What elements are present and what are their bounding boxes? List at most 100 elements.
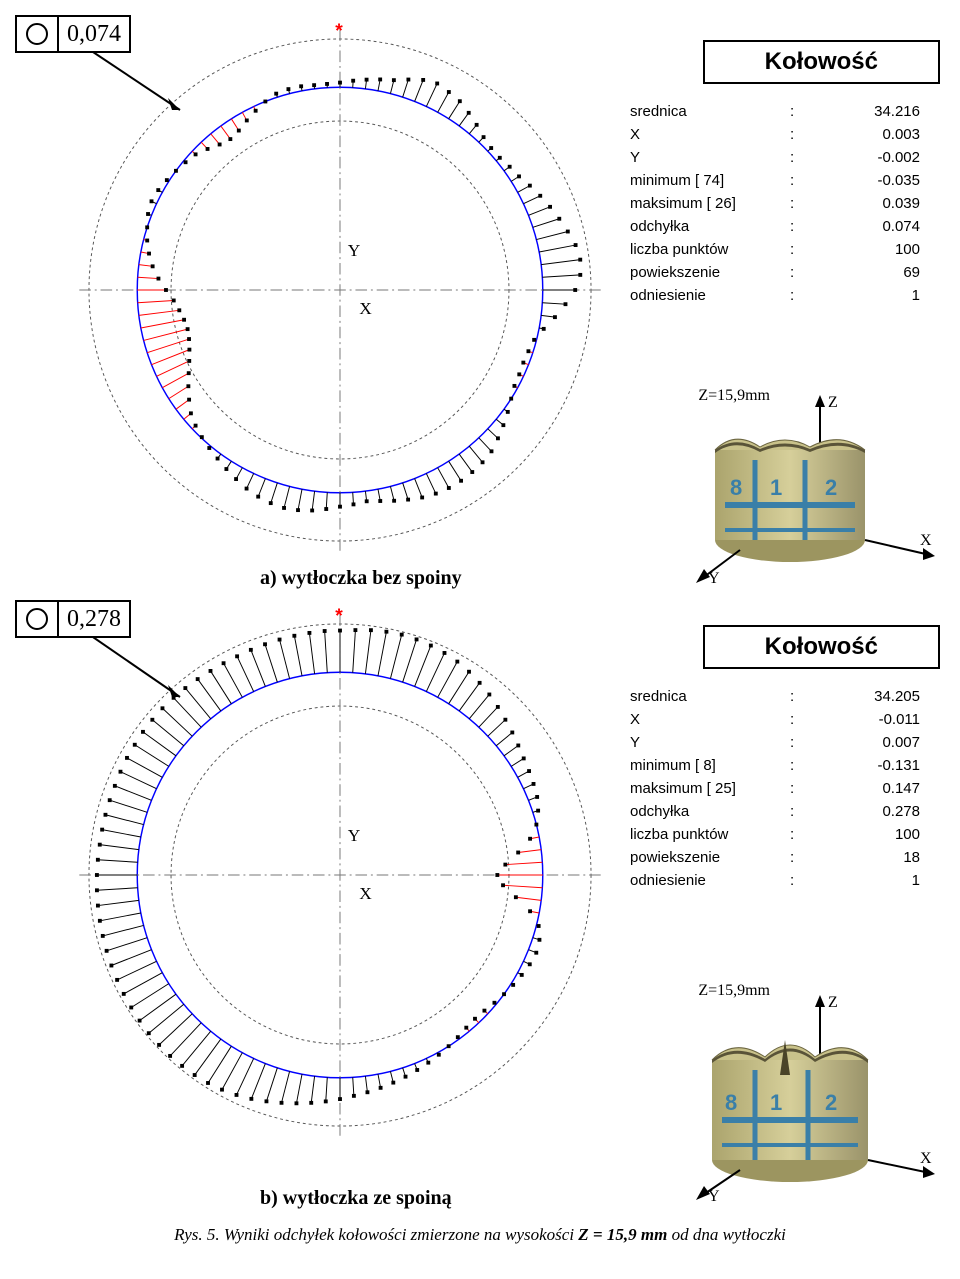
info-row: Y:-0.002 — [630, 146, 940, 169]
info-value: -0.002 — [810, 149, 940, 166]
info-value: -0.011 — [810, 711, 940, 728]
tolerance-value-a: 0,074 — [59, 17, 129, 51]
info-value: 0.278 — [810, 803, 940, 820]
info-value: 1 — [810, 872, 940, 889]
info-colon: : — [790, 803, 810, 820]
svg-text:2: 2 — [825, 475, 837, 500]
info-row: X:-0.011 — [630, 708, 940, 731]
svg-text:1: 1 — [770, 475, 782, 500]
info-colon: : — [790, 849, 810, 866]
info-row: odniesienie:1 — [630, 284, 940, 307]
svg-text:Y: Y — [708, 1188, 720, 1205]
info-label: Y — [630, 149, 790, 166]
info-colon: : — [790, 264, 810, 281]
caption-post: od dna wytłoczki — [667, 1225, 786, 1244]
svg-text:*: * — [335, 21, 343, 42]
info-label: maksimum [ 26] — [630, 195, 790, 212]
info-row: srednica:34.216 — [630, 100, 940, 123]
svg-text:X: X — [920, 532, 932, 549]
info-colon: : — [790, 872, 810, 889]
info-value: 69 — [810, 264, 940, 281]
caption-pre: Rys. 5. Wyniki odchyłek kołowości zmierz… — [174, 1225, 578, 1244]
info-row: X:0.003 — [630, 123, 940, 146]
info-colon: : — [790, 826, 810, 843]
info-value: 0.007 — [810, 734, 940, 751]
info-value: 0.003 — [810, 126, 940, 143]
info-colon: : — [790, 734, 810, 751]
info-label: X — [630, 711, 790, 728]
info-colon: : — [790, 126, 810, 143]
info-table-b: srednica:34.205X:-0.011Y:0.007minimum [ … — [630, 685, 940, 892]
info-row: powiekszenie:18 — [630, 846, 940, 869]
info-colon: : — [790, 711, 810, 728]
info-colon: : — [790, 757, 810, 774]
panel-b: 0,278 XY* Kołowość srednica:34.205X:-0.0… — [10, 595, 950, 1215]
info-label: Y — [630, 734, 790, 751]
info-colon: : — [790, 287, 810, 304]
info-colon: : — [790, 241, 810, 258]
panel-a: 0,074 XY* Kołowość srednica:34.216X:0.00… — [10, 10, 950, 595]
info-row: srednica:34.205 — [630, 685, 940, 708]
info-colon: : — [790, 103, 810, 120]
info-value: 18 — [810, 849, 940, 866]
info-value: 0.074 — [810, 218, 940, 235]
info-label: powiekszenie — [630, 264, 790, 281]
info-label: odniesienie — [630, 287, 790, 304]
info-label: srednica — [630, 103, 790, 120]
svg-text:X: X — [920, 1150, 932, 1167]
info-title-b: Kołowość — [703, 625, 940, 669]
info-label: odniesienie — [630, 872, 790, 889]
info-row: liczba punktów:100 — [630, 823, 940, 846]
info-label: X — [630, 126, 790, 143]
info-value: 34.205 — [810, 688, 940, 705]
info-label: liczba punktów — [630, 826, 790, 843]
info-row: maksimum [ 26]:0.039 — [630, 192, 940, 215]
info-row: liczba punktów:100 — [630, 238, 940, 261]
info-label: odchyłka — [630, 218, 790, 235]
sample-sketch-b: Z 8 1 2 X Y — [640, 985, 940, 1205]
info-colon: : — [790, 149, 810, 166]
svg-text:Y: Y — [348, 241, 361, 260]
leader-arrow-a — [70, 40, 210, 140]
info-label: minimum [ 8] — [630, 757, 790, 774]
svg-text:8: 8 — [730, 475, 742, 500]
info-label: odchyłka — [630, 803, 790, 820]
info-value: 100 — [810, 826, 940, 843]
info-row: odchyłka:0.074 — [630, 215, 940, 238]
sample-sketch-a: Z 8 1 2 X Y — [640, 385, 940, 585]
info-row: Y:0.007 — [630, 731, 940, 754]
svg-text:X: X — [359, 884, 372, 903]
tolerance-value-b: 0,278 — [59, 602, 129, 636]
info-value: 1 — [810, 287, 940, 304]
info-row: minimum [ 74]:-0.035 — [630, 169, 940, 192]
caption-bold: Z = 15,9 mm — [578, 1225, 667, 1244]
info-colon: : — [790, 780, 810, 797]
svg-text:1: 1 — [770, 1090, 782, 1115]
info-label: srednica — [630, 688, 790, 705]
info-row: powiekszenie:69 — [630, 261, 940, 284]
info-colon: : — [790, 195, 810, 212]
tolerance-box-a: 0,074 — [15, 15, 131, 53]
panel-caption-a: a) wytłoczka bez spoiny — [260, 567, 462, 590]
info-colon: : — [790, 172, 810, 189]
roundness-symbol-icon — [17, 17, 59, 51]
info-value: -0.131 — [810, 757, 940, 774]
info-value: 0.039 — [810, 195, 940, 212]
info-row: odniesienie:1 — [630, 869, 940, 892]
info-colon: : — [790, 688, 810, 705]
svg-text:Y: Y — [348, 826, 361, 845]
figure-caption: Rys. 5. Wyniki odchyłek kołowości zmierz… — [10, 1225, 950, 1245]
info-colon: : — [790, 218, 810, 235]
panel-caption-b: b) wytłoczka ze spoiną — [260, 1187, 452, 1210]
info-row: maksimum [ 25]:0.147 — [630, 777, 940, 800]
info-label: liczba punktów — [630, 241, 790, 258]
info-value: 0.147 — [810, 780, 940, 797]
leader-arrow-b — [70, 625, 210, 725]
info-title-a: Kołowość — [703, 40, 940, 84]
info-label: maksimum [ 25] — [630, 780, 790, 797]
info-label: minimum [ 74] — [630, 172, 790, 189]
tolerance-box-b: 0,278 — [15, 600, 131, 638]
roundness-symbol-icon — [17, 602, 59, 636]
svg-text:X: X — [359, 299, 372, 318]
info-value: 100 — [810, 241, 940, 258]
